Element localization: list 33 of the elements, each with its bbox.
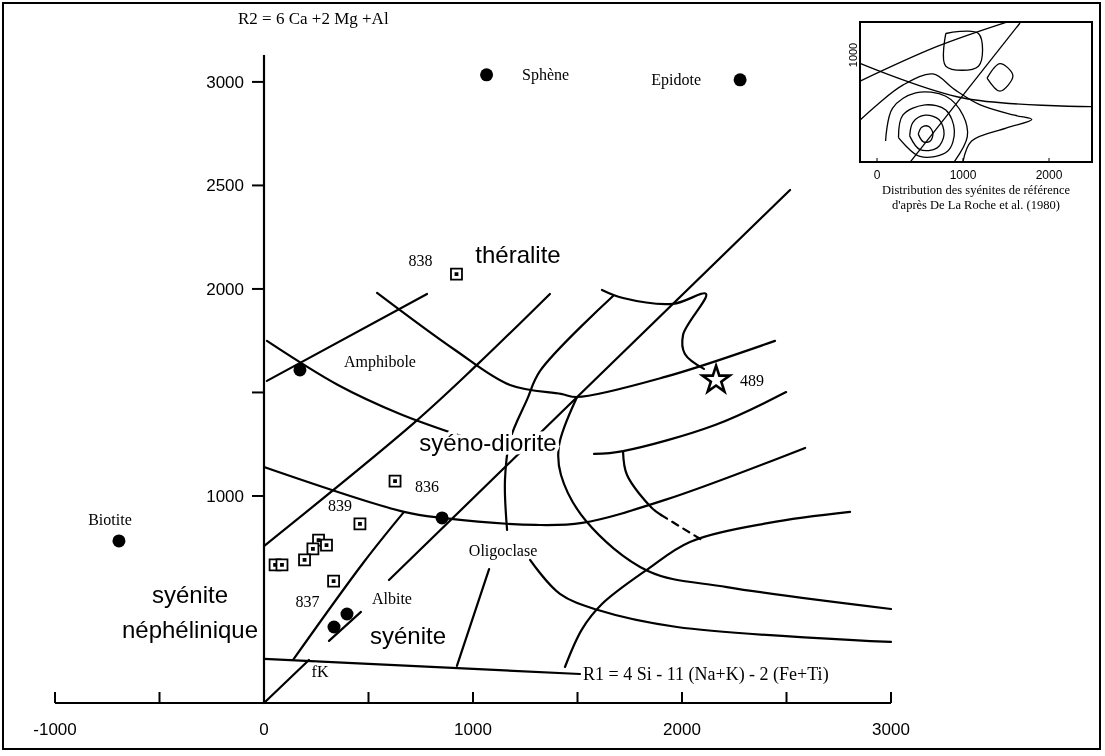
- x-tick-label: 1000: [454, 720, 492, 739]
- annotation: Distribution des syénites de référence: [881, 183, 1071, 198]
- y-tick-label: 1000: [206, 486, 244, 506]
- y-tick-label: 3000: [206, 72, 244, 92]
- annotation: 839: [327, 496, 352, 514]
- text: d'après De La Roche et al. (1980): [892, 198, 1060, 213]
- text: 1000: [949, 168, 977, 183]
- x-tick-label: 3000: [872, 720, 910, 739]
- x-tick-label: -1000: [33, 720, 77, 739]
- annotation: 838: [408, 251, 433, 269]
- x-tick-label: 2000: [663, 720, 701, 739]
- annotation: Amphibole: [343, 353, 416, 372]
- x-axis-title: R1 = 4 Si - 11 (Na+K) - 2 (Fe+Ti): [583, 664, 829, 685]
- y-tick-label: 2000: [206, 279, 244, 299]
- text: 2000: [1035, 168, 1063, 183]
- x-tick-label: 0: [259, 720, 269, 739]
- annotation: Oligoclase: [468, 541, 538, 560]
- annotation: fK: [311, 662, 329, 680]
- annotation: Biotite: [88, 511, 132, 529]
- annotation: Epidote: [651, 71, 701, 90]
- y-axis-title: R2 = 6 Ca +2 Mg +Al: [238, 9, 389, 28]
- annotation: théralite: [475, 241, 561, 269]
- annotation: néphélinique: [121, 616, 259, 644]
- annotation: 1000: [846, 42, 859, 68]
- annotation: Sphène: [522, 66, 570, 85]
- annotation: 837: [295, 592, 320, 610]
- annotation: 0: [873, 168, 881, 183]
- annotation: 836: [415, 477, 440, 495]
- annotation: Albite: [371, 589, 412, 607]
- annotation: syénite: [369, 622, 447, 650]
- y-tick-label: 2500: [206, 176, 244, 196]
- annotation: syénite: [151, 581, 229, 609]
- annotation: 489: [740, 371, 765, 389]
